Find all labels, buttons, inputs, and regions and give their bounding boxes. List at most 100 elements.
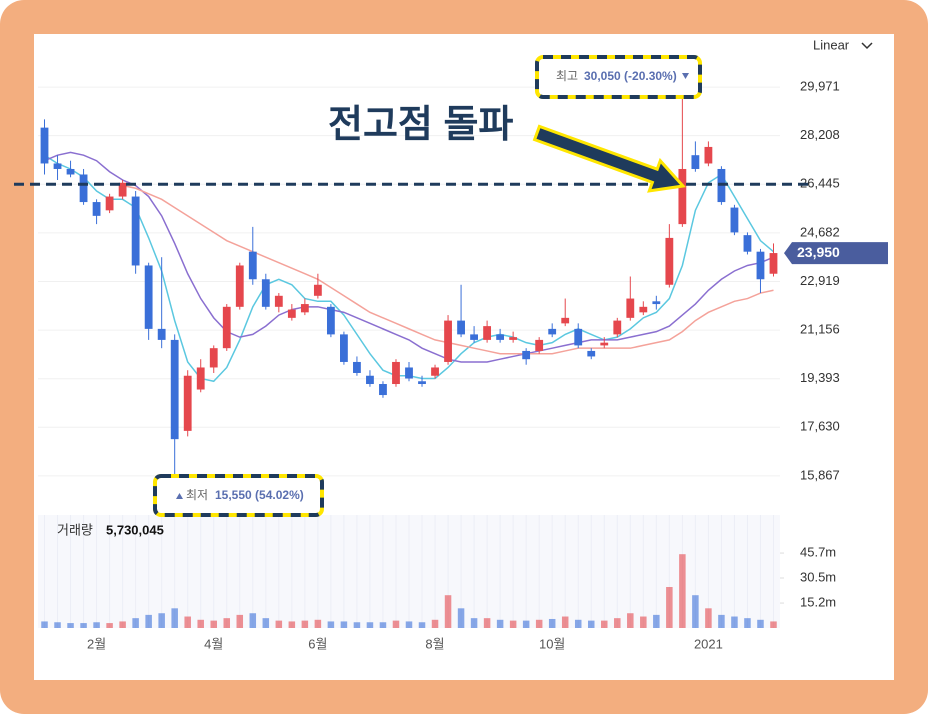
candle-body — [366, 375, 374, 385]
candle-body — [457, 320, 465, 335]
moving-average — [44, 151, 774, 363]
volume-value: 5,730,045 — [106, 522, 164, 537]
x-tick-label: 2월 — [87, 636, 106, 651]
volume-bar — [93, 622, 100, 628]
candle-body — [105, 196, 114, 211]
volume-bar — [522, 620, 530, 628]
volume-bar — [54, 622, 61, 628]
volume-bar — [731, 616, 738, 628]
x-tick-label: 4월 — [204, 636, 223, 651]
max-annotation: 최고 30,050 (-20.30%) — [535, 55, 702, 99]
candle-body — [626, 298, 635, 318]
y-tick-label: 19,393 — [800, 370, 840, 385]
candle-body — [548, 328, 557, 335]
last-price-tag — [784, 242, 888, 265]
box-dash — [535, 55, 702, 99]
candle-body — [392, 361, 400, 385]
volume-bar — [145, 614, 152, 628]
max-value: 30,050 (-20.30%) — [584, 69, 677, 83]
candle-body — [53, 163, 62, 169]
volume-bar — [457, 608, 465, 628]
candle-body — [144, 265, 153, 329]
volume-bar — [757, 619, 764, 628]
down-triangle — [682, 73, 689, 79]
volume-bar — [106, 623, 113, 628]
candle-body — [196, 367, 205, 390]
y-tick-label: 26,445 — [800, 176, 840, 191]
volume-bar — [431, 619, 439, 628]
volume-bar — [171, 608, 178, 628]
candle-body — [170, 339, 179, 440]
headline: 전고점 돌파 — [328, 104, 513, 146]
volume-bar — [340, 621, 348, 628]
volume-bar — [392, 620, 400, 628]
volume-bar — [692, 595, 699, 628]
volume-bar — [718, 614, 725, 628]
volume-bar — [236, 614, 244, 628]
x-tick-label: 6월 — [308, 636, 327, 651]
volume-bar — [627, 613, 634, 628]
candle-body — [300, 304, 309, 313]
candle-body — [66, 168, 75, 175]
volume-tick-label: 45.7m — [800, 544, 836, 559]
candle-body — [691, 155, 700, 169]
volume-bar — [67, 623, 74, 628]
candle-body — [118, 182, 127, 197]
candle-body — [756, 251, 765, 280]
candle-body — [704, 146, 713, 164]
candle-body — [418, 381, 426, 385]
volume-bar — [275, 620, 283, 628]
volume-bar — [705, 608, 712, 628]
volume-bar — [288, 621, 296, 628]
y-tick-label: 29,971 — [800, 79, 840, 94]
volume-bar — [314, 619, 322, 628]
volume-bar — [210, 620, 217, 628]
volume-bar — [601, 620, 608, 628]
candle-body — [431, 367, 439, 376]
candle-body — [248, 251, 257, 280]
volume-title: 거래량 — [57, 522, 93, 537]
candle-body — [522, 350, 531, 360]
volume-bar — [158, 613, 165, 628]
candle-body — [535, 339, 544, 351]
chart: 15,867 17,630 19,393 21,156 22,919 24,682 26,4… — [38, 79, 888, 651]
volume-bar — [509, 620, 517, 628]
candle-body — [313, 284, 322, 296]
volume-bar — [184, 616, 191, 628]
min-value: 15,550 (54.02%) — [215, 488, 304, 502]
candle-body — [261, 279, 270, 307]
candle-body — [209, 348, 218, 368]
volume-bar — [418, 622, 426, 628]
box-dash — [153, 474, 324, 517]
candle-body — [639, 306, 648, 313]
volume-bar — [223, 618, 231, 628]
volume-bar — [535, 619, 543, 628]
scale-mode[interactable]: Linear — [813, 37, 850, 52]
min-label: 최저 — [186, 488, 208, 502]
candle-body — [509, 337, 518, 340]
candle-body — [444, 320, 452, 362]
candle-body — [40, 127, 49, 164]
volume-bar — [548, 618, 556, 628]
candle-body — [652, 301, 661, 305]
volume-bar — [249, 613, 257, 628]
y-tick-label: 24,682 — [800, 224, 840, 239]
volume-bar — [574, 619, 582, 628]
volume-bar — [366, 622, 374, 628]
y-tick-label: 28,208 — [800, 127, 840, 142]
volume-bar — [770, 621, 777, 628]
candle-body — [587, 350, 596, 357]
volume-bar — [119, 621, 126, 628]
y-tick-label: 15,867 — [800, 467, 840, 482]
y-tick-label: 22,919 — [800, 273, 840, 288]
min-annotation: 최저 15,550 (54.02%) — [153, 474, 324, 517]
volume-bar — [561, 616, 569, 628]
x-tick-label: 8월 — [425, 636, 444, 651]
dropdown-icon[interactable] — [861, 42, 873, 50]
y-tick-label: 21,156 — [800, 322, 840, 337]
volume-bar — [653, 614, 660, 628]
candle-body — [287, 309, 296, 318]
max-label: 최고 — [556, 69, 578, 83]
candle-body — [730, 207, 739, 233]
